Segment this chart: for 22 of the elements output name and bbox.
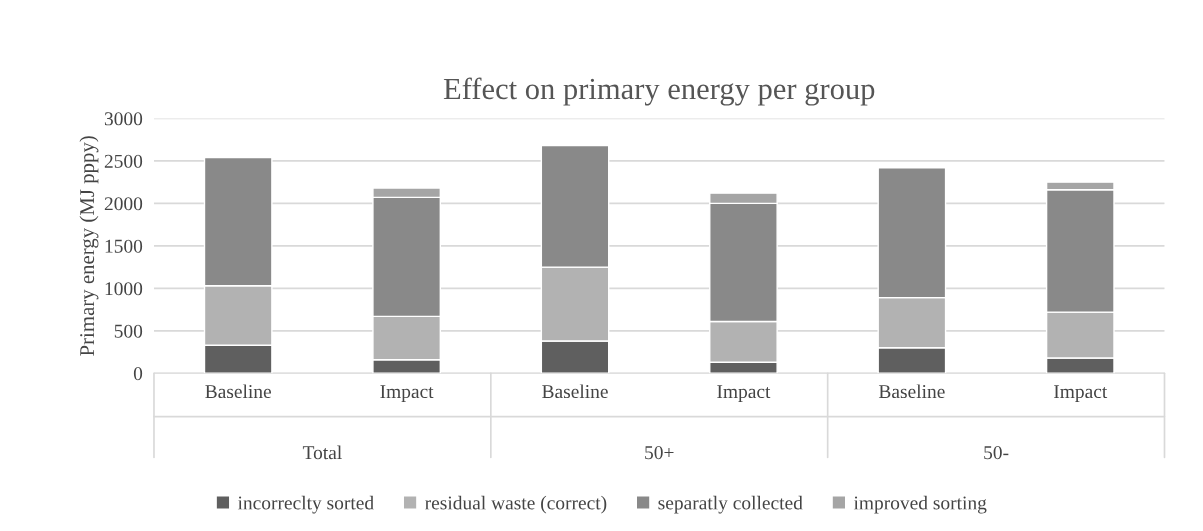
y-tick-label: 2500 — [104, 154, 143, 168]
chart-title: Effect on primary energy per group — [443, 77, 875, 106]
y-tick-label: 3000 — [104, 112, 143, 126]
text: 50- — [984, 446, 1009, 460]
text: 50+ — [645, 446, 674, 460]
legend-label: residual waste (correct) — [425, 495, 607, 514]
y-tick-label: 500 — [114, 324, 143, 338]
x-tick-label: Baseline — [542, 384, 608, 399]
legend-label: incorreclty sorted — [237, 495, 374, 514]
y-axis-title: Primary energy (MJ pppy) — [79, 136, 99, 356]
text: Total — [302, 445, 342, 460]
y-tick-label: 0 — [133, 367, 143, 381]
x-tick-label: Baseline — [205, 384, 271, 399]
y-tick-label: 2000 — [104, 197, 143, 211]
legend-label: separatly collected — [658, 495, 803, 514]
y-tick-label: 1000 — [105, 282, 143, 296]
x-tick-label: Baseline — [878, 384, 945, 399]
y-tick-label: 1500 — [105, 239, 143, 253]
x-tick-label: Impact — [380, 385, 434, 403]
x-tick-label: Impact — [717, 385, 771, 403]
legend-label: improved sorting — [853, 495, 987, 514]
x-tick-label: Impact — [1054, 385, 1108, 403]
